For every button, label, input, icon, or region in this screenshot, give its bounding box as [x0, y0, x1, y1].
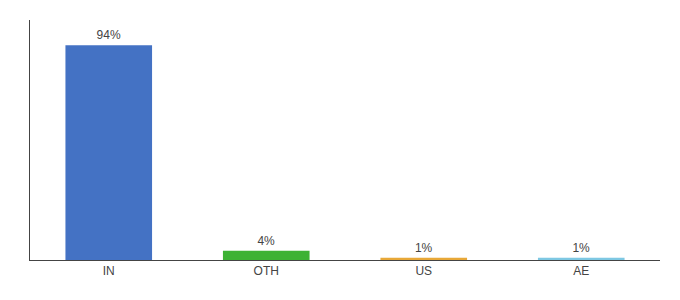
svg-text:IN: IN — [103, 264, 115, 278]
svg-text:1%: 1% — [415, 241, 433, 255]
svg-text:94%: 94% — [97, 28, 121, 42]
svg-text:US: US — [415, 264, 432, 278]
svg-text:4%: 4% — [257, 234, 275, 248]
svg-text:1%: 1% — [572, 241, 590, 255]
svg-text:AE: AE — [573, 264, 589, 278]
svg-text:OTH: OTH — [254, 264, 279, 278]
